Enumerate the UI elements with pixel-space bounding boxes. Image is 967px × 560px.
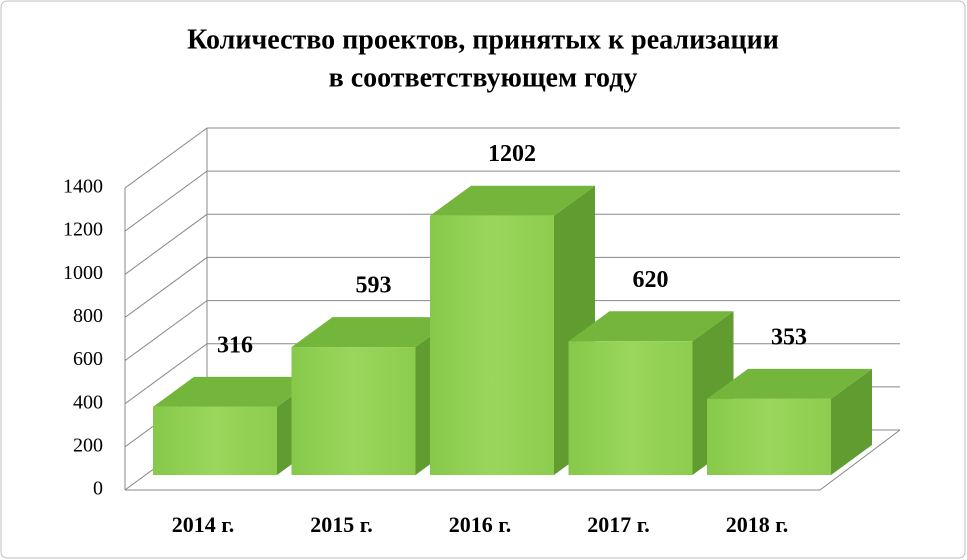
bar-side — [831, 368, 872, 475]
grid-line — [124, 127, 900, 189]
grid-line — [124, 213, 900, 275]
y-tick-label: 0 — [93, 478, 103, 500]
bar — [568, 311, 734, 475]
bar — [430, 185, 595, 475]
bar — [707, 368, 872, 475]
value-label: 1202 — [488, 141, 536, 167]
chart-title: Количество проектов, принятых к реализац… — [187, 24, 779, 55]
y-tick-label: 200 — [73, 434, 103, 456]
y-tick-label: 800 — [73, 305, 103, 327]
bar-front — [568, 341, 693, 475]
value-label: 316 — [217, 332, 253, 358]
bar-top — [291, 317, 457, 348]
value-label: 353 — [771, 324, 807, 350]
x-tick-label: 2018 г. — [726, 512, 789, 537]
x-tick-label: 2017 г. — [587, 512, 650, 537]
x-tick-label: 2014 г. — [172, 512, 235, 537]
value-label: 593 — [356, 273, 392, 299]
y-tick-label: 600 — [73, 348, 103, 370]
bar-top — [568, 311, 734, 342]
grid-line — [124, 170, 900, 232]
chart-title: в соответствующем году — [329, 62, 638, 93]
y-tick-label: 1200 — [63, 219, 103, 241]
y-tick-label: 400 — [73, 391, 103, 413]
floor-line — [125, 429, 901, 491]
bar-front — [707, 398, 831, 475]
y-tick-label: 1400 — [63, 176, 103, 198]
bar-top — [430, 185, 595, 216]
y-tick-label: 1000 — [63, 262, 103, 284]
value-label: 620 — [633, 267, 669, 293]
bar-top — [707, 368, 872, 399]
bar-top — [153, 376, 318, 407]
bar-front — [291, 347, 416, 475]
x-tick-label: 2016 г. — [449, 512, 512, 537]
x-tick-label: 2015 г. — [310, 512, 373, 537]
grid-line — [124, 300, 900, 361]
bar-front — [430, 215, 554, 475]
bar-front — [153, 406, 277, 475]
grid-line — [124, 256, 900, 318]
